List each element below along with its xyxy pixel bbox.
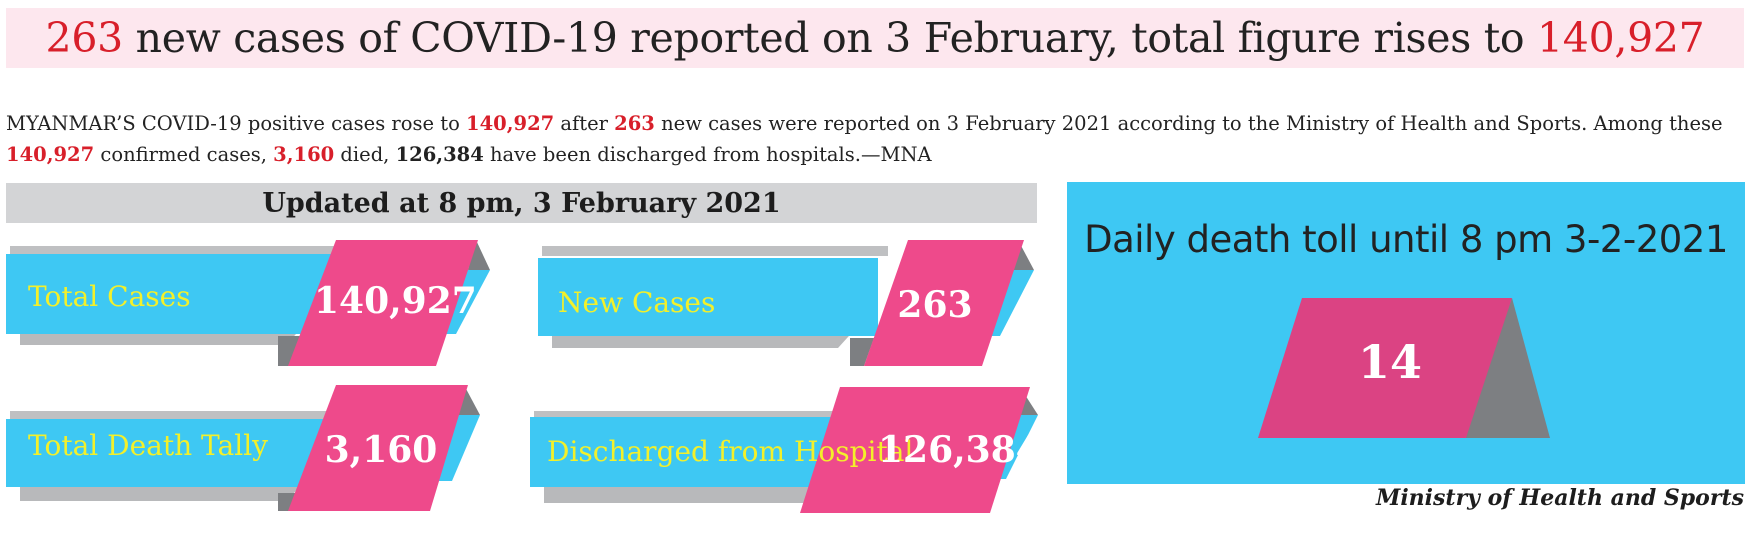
stat-total-deaths-graphic — [6, 385, 480, 511]
intro-deaths: 3,160 — [273, 143, 335, 166]
stat-discharged-graphic — [530, 387, 1038, 513]
intro-text: died, — [334, 143, 396, 166]
daily-death-title: Daily death toll until 8 pm 3-2-2021 — [1084, 218, 1728, 261]
stat-new-cases-graphic — [538, 240, 1034, 366]
stat-total-deaths-value: 3,160 — [324, 429, 438, 471]
stat-discharged: Discharged from Hospital 126,384 — [530, 387, 1041, 515]
stat-total-cases-label: Total Cases — [28, 280, 191, 313]
stat-discharged-label: Discharged from Hospital — [547, 435, 914, 468]
intro-new-cases: 263 — [614, 112, 655, 135]
stat-new-cases-value: 263 — [897, 284, 973, 326]
stat-discharged-value: 126,384 — [878, 429, 1041, 471]
intro-text: new cases were reported on 3 February 20… — [654, 112, 1723, 135]
headline-text: new cases of COVID-19 reported on 3 Febr… — [122, 13, 1537, 62]
stat-total-cases: Total Cases 140,927 — [6, 240, 496, 370]
headline-total: 140,927 — [1537, 13, 1705, 62]
stat-total-cases-graphic — [6, 240, 490, 366]
daily-death-value: 14 — [1357, 335, 1422, 389]
headline-new-cases: 263 — [45, 13, 124, 62]
intro-total-cases: 140,927 — [466, 112, 555, 135]
stat-total-deaths: Total Death Tally 3,160 — [6, 385, 496, 515]
stat-total-deaths-label: Total Death Tally — [28, 429, 268, 462]
intro-confirmed-cases: 140,927 — [6, 143, 95, 166]
stat-total-cases-value: 140,927 — [314, 280, 477, 322]
stat-new-cases: New Cases 263 — [538, 240, 1038, 370]
intro-text: after — [554, 112, 615, 135]
headline: 263 new cases of COVID-19 reported on 3 … — [6, 8, 1744, 68]
source-credit: Ministry of Health and Sports — [1375, 485, 1744, 511]
stat-new-cases-label: New Cases — [558, 286, 716, 319]
intro-paragraph: MYANMAR’S COVID-19 positive cases rose t… — [6, 108, 1744, 170]
intro-text: confirmed cases, — [94, 143, 274, 166]
updated-banner: Updated at 8 pm, 3 February 2021 — [6, 183, 1037, 223]
daily-death-panel: Daily death toll until 8 pm 3-2-2021 — [1067, 182, 1745, 484]
intro-discharged: 126,384 — [395, 143, 484, 166]
intro-text: MYANMAR’S COVID-19 positive cases rose t… — [6, 112, 467, 135]
intro-text: have been discharged from hospitals.—MNA — [483, 143, 932, 166]
